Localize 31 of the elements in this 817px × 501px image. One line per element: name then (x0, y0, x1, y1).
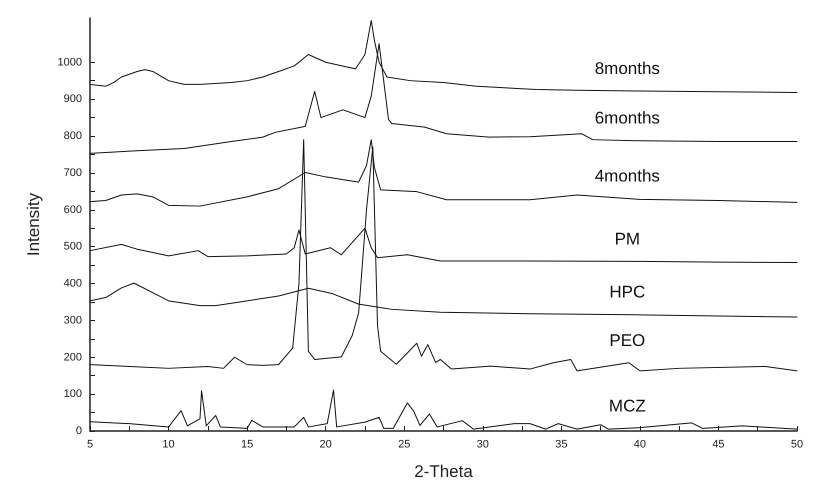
y-tick-label: 500 (64, 240, 82, 253)
y-tick-label: 900 (64, 93, 82, 106)
y-tick-label: 300 (64, 314, 82, 326)
x-tick-label: 5 (86, 438, 94, 450)
x-tick-label: 50 (790, 438, 804, 450)
x-tick-label: 20 (320, 438, 332, 450)
y-tick-label: 700 (64, 166, 82, 179)
y-tick-label: 800 (64, 130, 82, 142)
y-tick-label: 0 (76, 425, 82, 437)
y-tick-label: 1000 (58, 56, 82, 68)
y-tick-label: 600 (64, 204, 82, 216)
series-label: MCZ (608, 396, 646, 416)
x-axis-title: 2-Theta (414, 462, 474, 481)
y-axis-title: Intensity (24, 192, 43, 256)
series-label: 4months (594, 166, 660, 186)
x-tick-label: 35 (555, 438, 568, 450)
y-tick-label: 100 (64, 388, 82, 400)
x-tick-label: 40 (634, 438, 646, 450)
series-label: PM (614, 229, 640, 248)
x-tick-label: 45 (712, 438, 725, 450)
y-tick-label: 200 (64, 351, 82, 364)
x-tick-label: 25 (398, 438, 410, 450)
series-label: PEO (609, 331, 646, 350)
y-tick-label: 400 (64, 278, 82, 290)
x-tick-label: 15 (240, 438, 254, 450)
x-tick-label: 30 (476, 438, 489, 450)
x-tick-label: 10 (162, 438, 175, 450)
series-label: 8months (594, 58, 660, 78)
series-label: 6months (594, 108, 660, 128)
series-label: HPC (609, 282, 646, 302)
line-series (90, 139, 798, 372)
